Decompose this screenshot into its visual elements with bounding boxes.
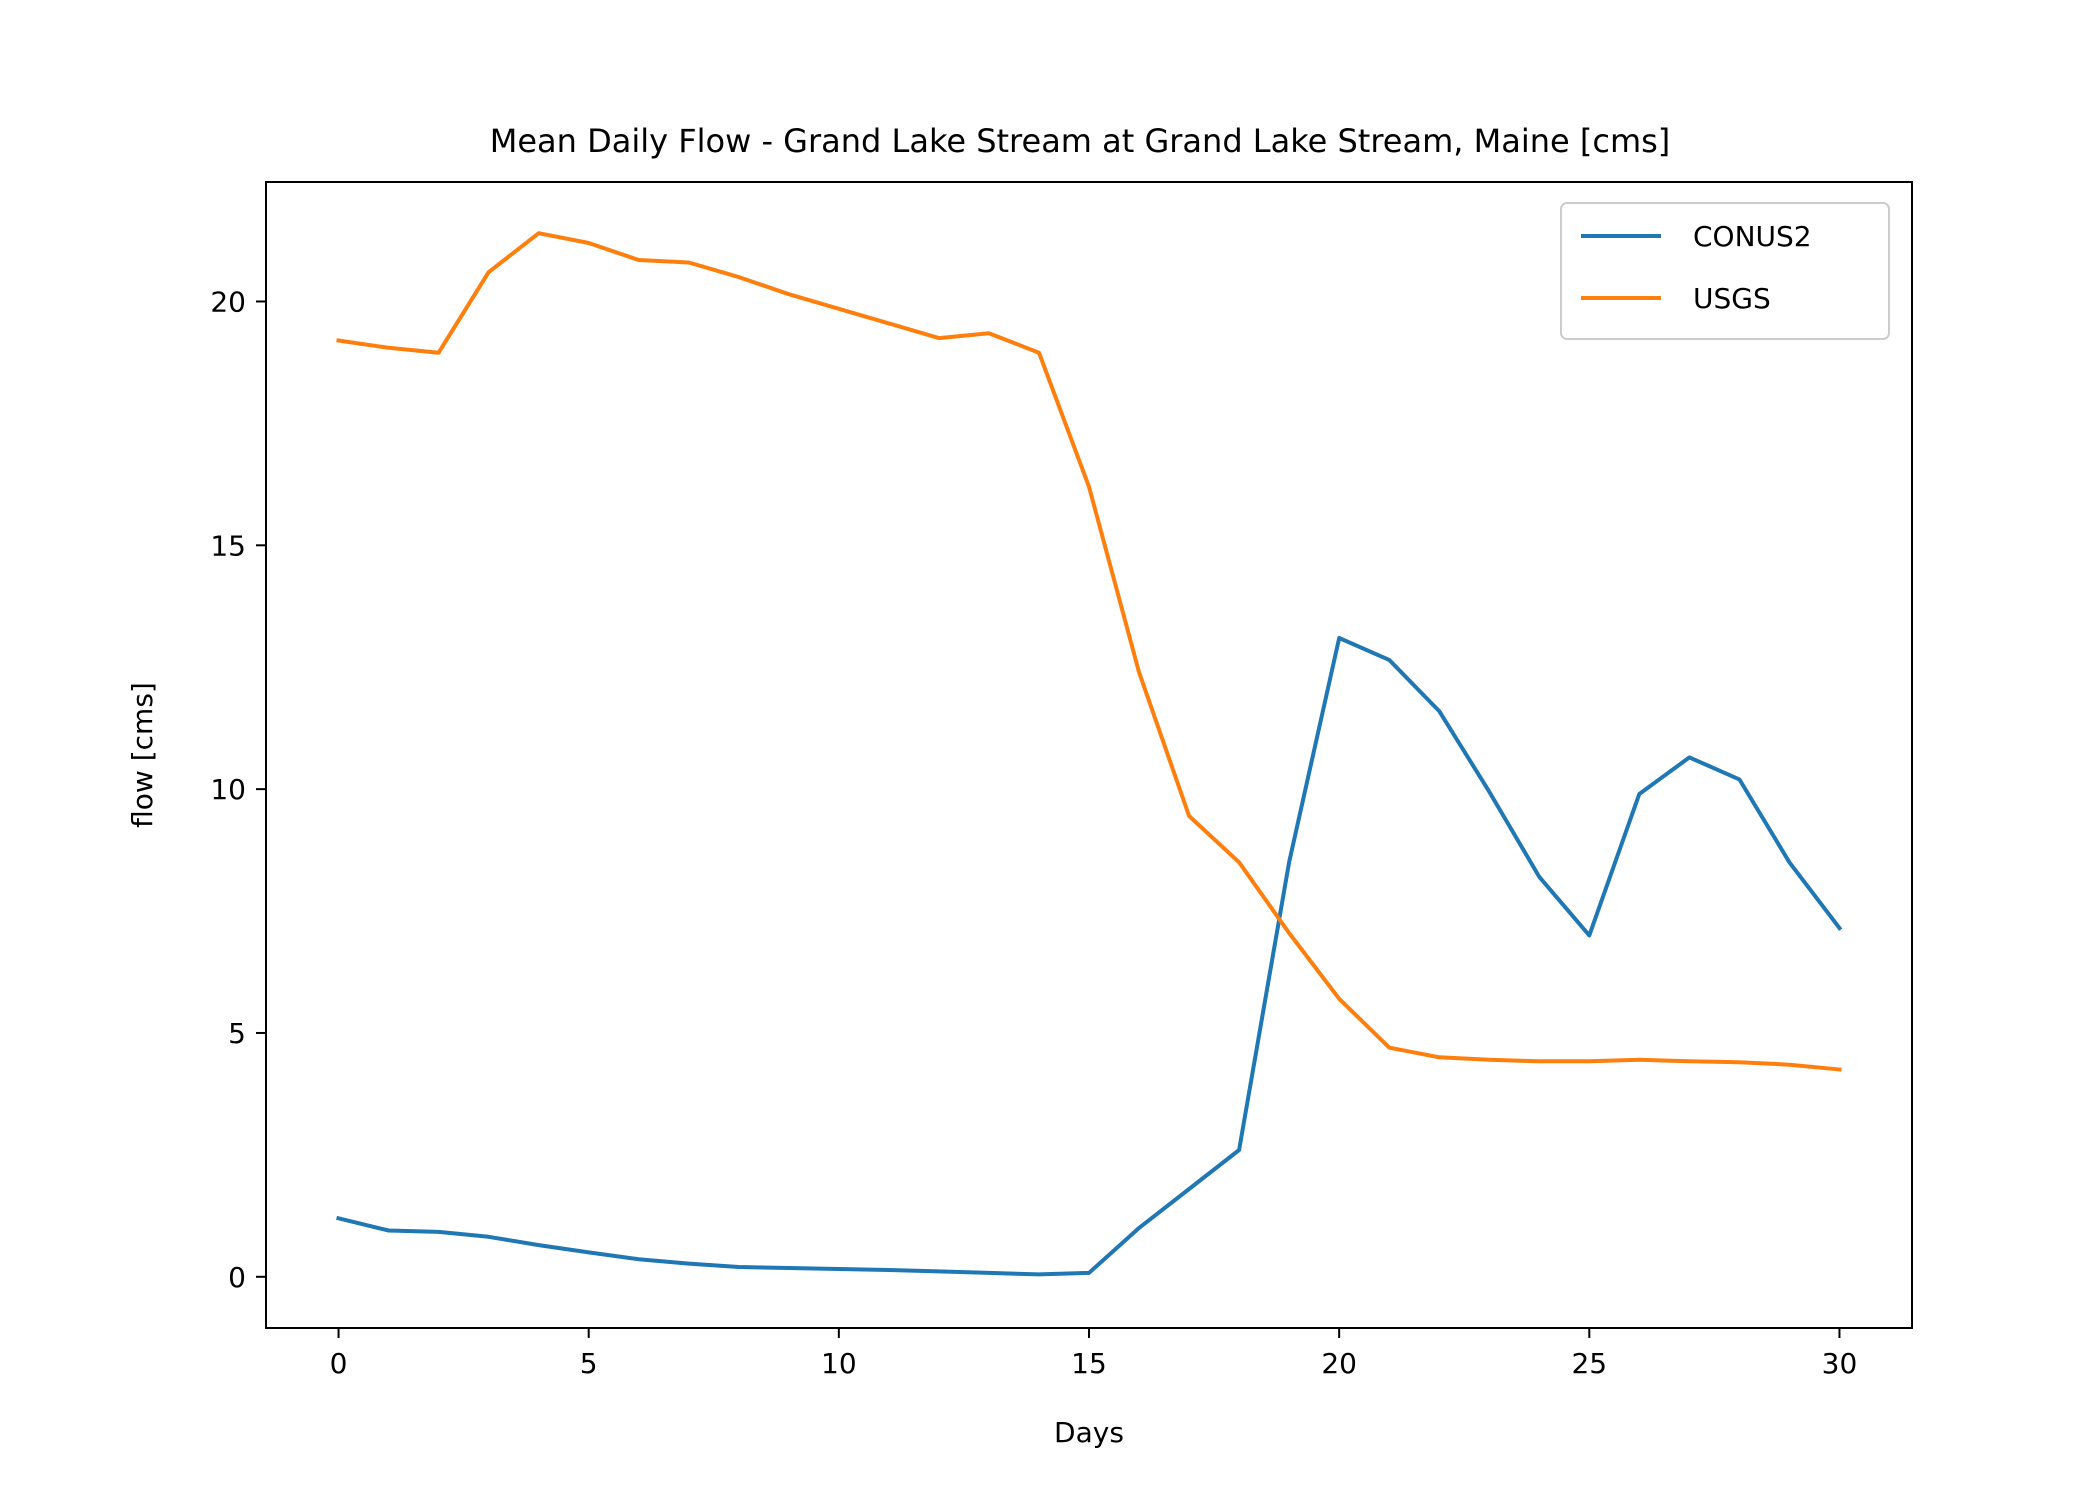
x-tick-label: 0 [330,1347,348,1380]
x-tick-label: 20 [1321,1347,1357,1380]
y-tick-label: 10 [210,773,246,806]
series-line-usgs [336,231,1842,1072]
y-tick-label: 0 [228,1261,246,1294]
legend-label-usgs: USGS [1693,282,1771,315]
legend: CONUS2 USGS [1560,202,1890,340]
plot-frame [265,181,1913,1329]
legend-label-conus2: CONUS2 [1693,220,1812,253]
chart-title: Mean Daily Flow - Grand Lake Stream at G… [490,122,1671,160]
x-tick-label: 15 [1071,1347,1107,1380]
x-axis: 0 5 10 15 20 25 30 [330,1328,1858,1380]
y-tick-label: 5 [228,1017,246,1050]
x-axis-label: Days [1054,1416,1124,1449]
y-tick-label: 20 [210,285,246,318]
plot-area [336,231,1843,1277]
x-tick-label: 25 [1571,1347,1607,1380]
y-tick-label: 15 [210,529,246,562]
y-axis: 0 5 10 15 20 [210,285,266,1294]
y-axis-label: flow [cms] [126,682,159,828]
x-tick-label: 10 [821,1347,857,1380]
series-line-conus2 [336,636,1843,1277]
x-tick-label: 30 [1822,1347,1858,1380]
x-tick-label: 5 [580,1347,598,1380]
